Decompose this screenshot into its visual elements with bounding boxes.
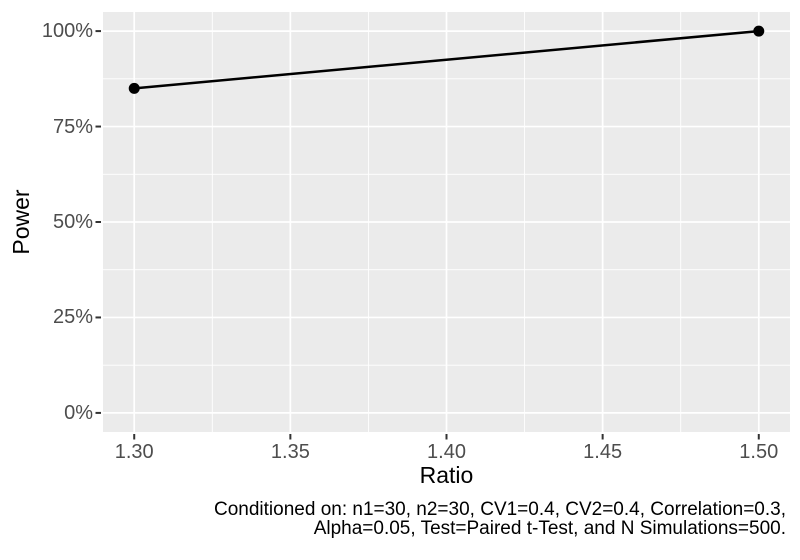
x-axis-title: Ratio: [419, 462, 474, 488]
x-tick-label: 1.40: [427, 441, 466, 463]
x-tick-label: 1.35: [270, 441, 310, 463]
chart-caption: Conditioned on: n1=30, n2=30, CV1=0.4, C…: [214, 500, 786, 538]
data-point: [128, 82, 140, 94]
y-tick-label: 50%: [52, 211, 93, 233]
x-tick-label: 1.30: [114, 441, 154, 463]
data-line: [134, 29, 759, 90]
y-tick-label: 75%: [52, 115, 93, 138]
x-tick-label: 1.50: [739, 441, 779, 463]
y-tick-label: 100%: [41, 20, 93, 43]
caption-line-1: Conditioned on: n1=30, n2=30, CV1=0.4, C…: [214, 499, 786, 520]
plot-area: [95, 12, 790, 440]
y-tick-label: 25%: [52, 306, 93, 329]
data-point: [753, 25, 765, 37]
y-tick-label: 0%: [64, 401, 93, 424]
caption-line-2: Alpha=0.05, Test=Paired t-Test, and N Si…: [313, 518, 786, 539]
x-tick-label: 1.45: [583, 441, 623, 463]
